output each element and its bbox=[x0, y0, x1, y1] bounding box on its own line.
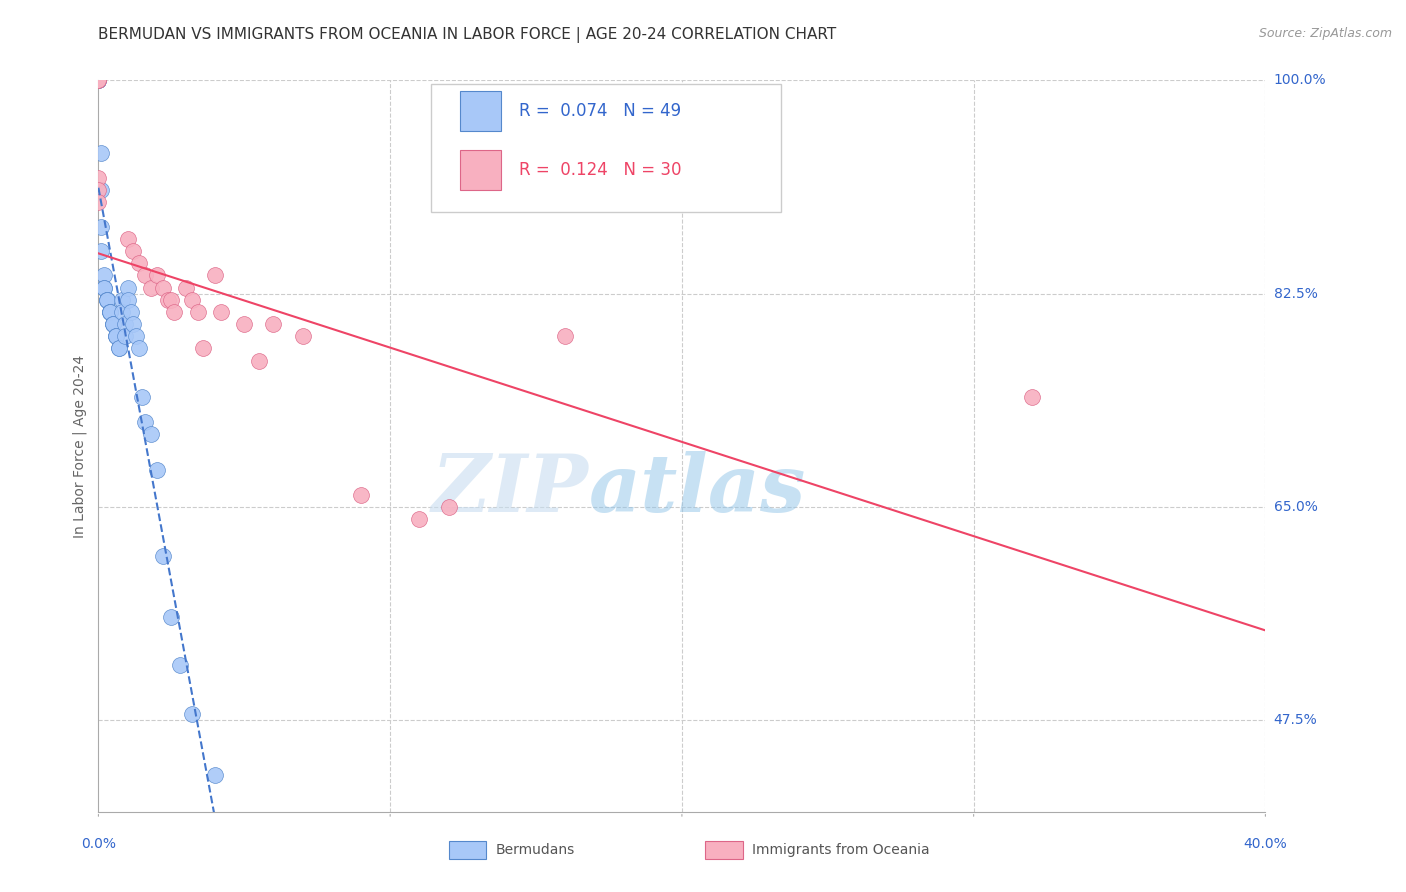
Point bbox=[247, 353, 270, 368]
Point bbox=[93, 268, 115, 283]
Point bbox=[87, 170, 110, 185]
Point bbox=[104, 329, 127, 343]
Text: 100.0%: 100.0% bbox=[1274, 73, 1326, 87]
Point bbox=[87, 73, 110, 87]
Point bbox=[1021, 390, 1043, 404]
Point bbox=[108, 342, 131, 356]
Point bbox=[87, 73, 110, 87]
Point bbox=[98, 305, 121, 319]
Point bbox=[96, 293, 118, 307]
Text: Source: ZipAtlas.com: Source: ZipAtlas.com bbox=[1258, 27, 1392, 40]
FancyBboxPatch shape bbox=[432, 84, 782, 212]
Text: ZIP: ZIP bbox=[432, 451, 589, 529]
Point bbox=[114, 317, 136, 331]
Point bbox=[134, 268, 156, 283]
Point bbox=[174, 280, 197, 294]
Text: Bermudans: Bermudans bbox=[495, 844, 575, 857]
Point bbox=[101, 317, 124, 331]
Point bbox=[157, 293, 180, 307]
Point bbox=[554, 329, 576, 343]
Point bbox=[90, 244, 112, 258]
Point bbox=[139, 426, 162, 441]
Point bbox=[96, 293, 118, 307]
Text: 0.0%: 0.0% bbox=[82, 837, 115, 851]
Point bbox=[111, 305, 134, 319]
Point bbox=[117, 293, 139, 307]
Point bbox=[98, 305, 121, 319]
Point bbox=[209, 305, 232, 319]
Point bbox=[111, 293, 134, 307]
Text: 47.5%: 47.5% bbox=[1274, 714, 1317, 727]
Point bbox=[120, 305, 142, 319]
Point bbox=[262, 317, 284, 331]
Point bbox=[204, 268, 226, 283]
Point bbox=[187, 305, 209, 319]
Point bbox=[117, 280, 139, 294]
Point bbox=[152, 280, 174, 294]
Point bbox=[122, 317, 145, 331]
Point bbox=[169, 658, 191, 673]
Point bbox=[160, 293, 183, 307]
Point bbox=[87, 195, 110, 210]
Point bbox=[128, 342, 150, 356]
Bar bbox=[460, 91, 501, 131]
Text: 65.0%: 65.0% bbox=[1274, 500, 1317, 514]
Point bbox=[128, 256, 150, 270]
Point bbox=[87, 73, 110, 87]
Point bbox=[193, 342, 215, 356]
Text: BERMUDAN VS IMMIGRANTS FROM OCEANIA IN LABOR FORCE | AGE 20-24 CORRELATION CHART: BERMUDAN VS IMMIGRANTS FROM OCEANIA IN L… bbox=[98, 27, 837, 43]
Point bbox=[104, 329, 127, 343]
Point bbox=[90, 219, 112, 234]
Point bbox=[146, 268, 169, 283]
Point bbox=[96, 293, 118, 307]
Y-axis label: In Labor Force | Age 20-24: In Labor Force | Age 20-24 bbox=[73, 354, 87, 538]
Point bbox=[117, 232, 139, 246]
Point bbox=[114, 329, 136, 343]
Point bbox=[93, 280, 115, 294]
Point bbox=[122, 244, 145, 258]
Point bbox=[291, 329, 314, 343]
Point bbox=[408, 512, 430, 526]
Point bbox=[101, 317, 124, 331]
Point bbox=[108, 342, 131, 356]
Bar bbox=[706, 841, 742, 859]
Point bbox=[93, 280, 115, 294]
Point bbox=[180, 293, 202, 307]
Text: Immigrants from Oceania: Immigrants from Oceania bbox=[752, 844, 929, 857]
Point bbox=[87, 73, 110, 87]
Point bbox=[90, 146, 112, 161]
Point bbox=[204, 768, 226, 782]
Point bbox=[98, 305, 121, 319]
Point bbox=[163, 305, 186, 319]
Point bbox=[134, 415, 156, 429]
Point bbox=[152, 549, 174, 563]
Text: atlas: atlas bbox=[589, 451, 806, 529]
Point bbox=[87, 73, 110, 87]
Point bbox=[87, 73, 110, 87]
Point bbox=[233, 317, 256, 331]
Point bbox=[87, 73, 110, 87]
Text: R =  0.124   N = 30: R = 0.124 N = 30 bbox=[519, 161, 681, 179]
Bar bbox=[460, 150, 501, 190]
Point bbox=[90, 183, 112, 197]
Point bbox=[160, 609, 183, 624]
Point bbox=[125, 329, 148, 343]
Point bbox=[437, 500, 460, 514]
Point bbox=[87, 73, 110, 87]
Text: 40.0%: 40.0% bbox=[1243, 837, 1288, 851]
Point bbox=[98, 305, 121, 319]
Point bbox=[350, 488, 373, 502]
Point bbox=[146, 463, 169, 477]
Point bbox=[96, 293, 118, 307]
Point bbox=[131, 390, 153, 404]
Point bbox=[101, 317, 124, 331]
Point bbox=[139, 280, 162, 294]
Text: 82.5%: 82.5% bbox=[1274, 286, 1317, 301]
Bar bbox=[449, 841, 486, 859]
Point bbox=[87, 73, 110, 87]
Point bbox=[87, 183, 110, 197]
Text: R =  0.074   N = 49: R = 0.074 N = 49 bbox=[519, 103, 681, 120]
Point bbox=[180, 707, 202, 722]
Point bbox=[104, 329, 127, 343]
